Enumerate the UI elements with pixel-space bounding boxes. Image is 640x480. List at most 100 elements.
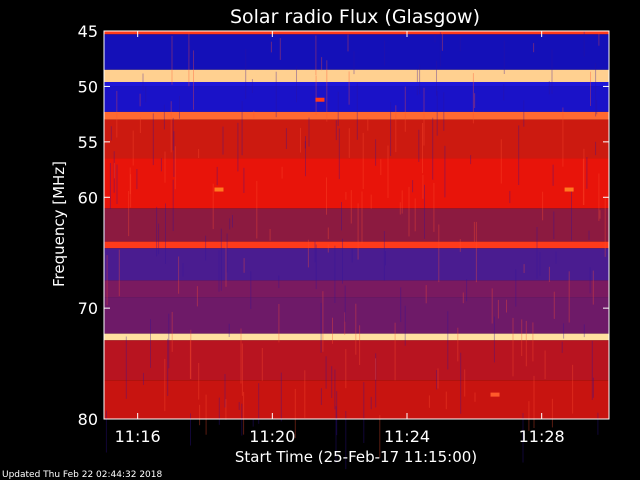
noise-streak <box>132 130 134 166</box>
noise-streak <box>533 43 535 53</box>
noise-streak <box>548 266 550 282</box>
noise-streak <box>167 338 169 396</box>
freq-band <box>104 241 609 249</box>
noise-streak <box>104 220 106 253</box>
noise-streak <box>171 35 173 85</box>
noise-streak <box>523 100 525 127</box>
noise-streak <box>375 358 376 380</box>
noise-streak <box>116 90 118 138</box>
noise-streak <box>338 128 340 180</box>
noise-streak <box>416 69 418 82</box>
noise-streak <box>459 239 461 252</box>
freq-band <box>104 86 609 112</box>
noise-streak <box>362 132 364 190</box>
noise-streak <box>433 182 435 232</box>
chart-title: Solar radio Flux (Glasgow) <box>230 6 480 28</box>
y-tick-label: 45 <box>78 22 98 41</box>
noise-streak <box>521 319 523 356</box>
noise-streak <box>347 34 349 52</box>
noise-streak <box>165 203 166 264</box>
noise-streak <box>172 179 174 232</box>
noise-streak <box>218 397 220 425</box>
noise-streak <box>280 372 282 422</box>
noise-streak <box>345 411 347 470</box>
noise-streak <box>105 410 107 453</box>
noise-streak <box>375 139 377 166</box>
noise-streak <box>224 374 226 408</box>
noise-streak <box>320 388 322 405</box>
burst-mark <box>315 97 325 102</box>
noise-streak <box>321 57 323 71</box>
noise-texture <box>104 31 606 470</box>
noise-streak <box>261 348 263 381</box>
noise-streak <box>139 93 141 107</box>
noise-streak <box>345 349 347 389</box>
noise-streak <box>439 32 441 67</box>
noise-streak <box>170 101 172 153</box>
noise-streak <box>459 36 461 52</box>
noise-streak <box>539 252 541 276</box>
noise-streak <box>595 63 597 117</box>
noise-streak <box>212 183 214 230</box>
noise-streak <box>190 413 191 446</box>
noise-streak <box>160 158 162 172</box>
noise-streak <box>145 86 147 103</box>
noise-streak <box>216 166 218 186</box>
noise-streak <box>344 285 346 322</box>
noise-streak <box>229 218 231 230</box>
noise-streak <box>143 372 144 385</box>
noise-streak <box>555 251 557 264</box>
noise-streak <box>355 303 357 355</box>
plot-area <box>103 30 610 470</box>
noise-streak <box>536 227 538 279</box>
noise-streak <box>590 71 591 106</box>
noise-streak <box>113 162 115 179</box>
burst-mark <box>564 187 574 192</box>
noise-streak <box>375 353 377 408</box>
noise-streak <box>322 291 324 352</box>
noise-streak <box>418 129 420 162</box>
y-tick-label: 50 <box>78 77 98 96</box>
noise-streak <box>597 412 599 435</box>
noise-streak <box>348 71 350 105</box>
noise-streak <box>533 375 535 428</box>
noise-streak <box>491 288 493 324</box>
noise-streak <box>500 139 502 184</box>
noise-streak <box>583 324 585 338</box>
noise-streak <box>150 319 151 368</box>
noise-streak <box>532 322 534 362</box>
noise-streak <box>269 229 271 241</box>
noise-streak <box>572 364 574 414</box>
freq-band <box>104 111 609 120</box>
noise-streak <box>326 177 327 215</box>
updated-footer: Updated Thu Feb 22 02:44:32 2018 <box>2 470 163 480</box>
noise-streak <box>245 49 247 99</box>
noise-streak <box>493 316 495 363</box>
noise-streak <box>466 279 468 302</box>
noise-streak <box>423 87 425 146</box>
noise-streak <box>106 255 108 306</box>
noise-streak <box>307 239 309 268</box>
noise-streak <box>222 126 224 155</box>
noise-streak <box>142 73 144 91</box>
noise-streak <box>394 322 396 381</box>
noise-streak <box>281 166 283 179</box>
noise-streak <box>327 244 329 253</box>
noise-streak <box>294 388 296 439</box>
noise-streak <box>218 250 220 292</box>
noise-streak <box>460 352 462 414</box>
noise-streak <box>438 224 440 283</box>
noise-streak <box>172 117 174 151</box>
noise-streak <box>315 35 317 76</box>
y-tick-label: 55 <box>78 133 98 152</box>
noise-streak <box>198 363 200 400</box>
noise-streak <box>258 383 260 424</box>
noise-streak <box>568 271 570 323</box>
noise-streak <box>345 191 347 200</box>
noise-streak <box>300 127 301 153</box>
noise-streak <box>189 339 191 379</box>
noise-streak <box>350 190 352 224</box>
noise-streak <box>361 191 363 244</box>
noise-streak <box>401 190 403 214</box>
